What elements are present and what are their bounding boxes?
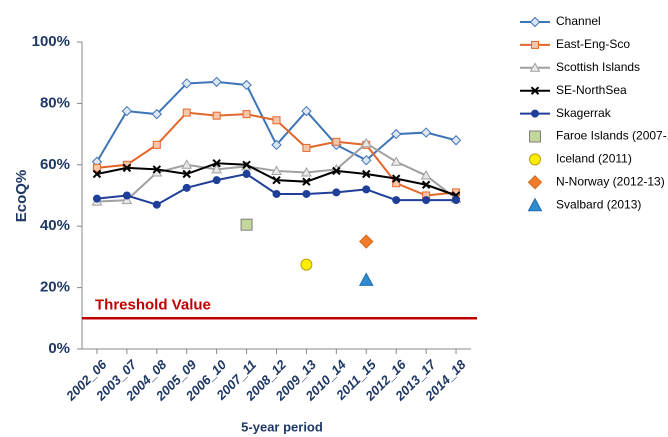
legend-marker — [529, 62, 541, 72]
data-point — [361, 154, 372, 166]
data-point — [152, 140, 161, 149]
y-tick-label: 100% — [32, 33, 70, 50]
data-point — [390, 156, 402, 166]
data-point — [242, 170, 251, 179]
data-point — [302, 143, 311, 152]
data-point — [301, 105, 312, 117]
data-point — [332, 188, 341, 197]
data-point — [272, 116, 281, 125]
data-point — [300, 258, 313, 271]
legend-marker — [531, 109, 539, 118]
legend-marker — [529, 130, 541, 143]
legend-label: SE-NorthSea — [556, 83, 627, 97]
data-point — [271, 165, 282, 175]
data-point — [182, 108, 191, 117]
data-point — [211, 163, 223, 174]
data-point — [452, 196, 461, 205]
data-point — [332, 166, 341, 176]
y-tick-label: 40% — [40, 217, 70, 234]
data-point — [240, 218, 253, 231]
data-point — [390, 128, 402, 140]
data-point — [362, 169, 371, 179]
legend-label: Faroe Islands (2007-11) — [556, 129, 668, 143]
legend-marker — [529, 153, 541, 166]
series-line — [96, 111, 457, 197]
legend-label: Scottish Islands — [556, 60, 640, 74]
data-point — [358, 272, 374, 286]
data-point — [272, 175, 281, 185]
data-point — [362, 185, 371, 194]
data-point — [301, 166, 312, 177]
data-point — [211, 76, 222, 88]
data-point — [332, 137, 341, 146]
y-tick-label: 80% — [40, 94, 70, 111]
data-point — [272, 189, 281, 198]
data-point — [422, 196, 431, 205]
legend-label: N-Norway (2012-13) — [556, 174, 665, 188]
legend-label: East-Eng-Sco — [556, 37, 630, 51]
legend-label: Iceland (2011) — [556, 152, 632, 166]
data-point — [421, 180, 431, 189]
x-axis-label: 5-year period — [241, 419, 323, 434]
data-point — [420, 170, 432, 180]
data-point — [151, 108, 163, 120]
data-point — [152, 165, 162, 174]
data-point — [450, 135, 462, 146]
legend-marker — [530, 86, 540, 95]
y-tick-label: 0% — [48, 340, 70, 357]
data-point — [182, 183, 191, 192]
data-point — [122, 163, 132, 173]
data-point — [212, 159, 221, 168]
data-point — [360, 137, 372, 148]
data-point — [181, 159, 193, 169]
data-point — [391, 174, 401, 183]
legend-label: Svalbard (2013) — [556, 197, 641, 211]
data-point — [92, 194, 101, 203]
data-point — [392, 196, 401, 205]
y-tick-label: 60% — [40, 156, 70, 173]
legend-label: Skagerrak — [556, 106, 612, 120]
data-point — [359, 234, 374, 249]
data-point — [122, 191, 131, 200]
data-point — [92, 163, 101, 172]
y-tick-label: 20% — [40, 279, 70, 296]
data-point — [121, 194, 133, 205]
legend-marker — [529, 16, 541, 28]
data-point — [241, 79, 252, 91]
data-point — [242, 160, 251, 170]
data-point — [271, 139, 282, 151]
data-point — [302, 177, 311, 186]
threshold-label: Threshold Value — [95, 296, 211, 313]
data-point — [420, 127, 432, 138]
data-point — [152, 200, 161, 209]
data-point — [212, 111, 221, 120]
data-point — [212, 176, 221, 185]
data-point — [182, 169, 191, 179]
data-point — [302, 189, 311, 198]
y-axis-label: EcoQ% — [13, 170, 30, 223]
data-point — [121, 105, 133, 117]
legend-marker — [527, 175, 543, 190]
data-point — [242, 110, 251, 119]
data-point — [181, 78, 192, 89]
legend-marker — [527, 197, 543, 212]
legend-marker — [531, 40, 539, 49]
legend-label: Channel — [556, 14, 601, 28]
data-point — [92, 169, 102, 179]
